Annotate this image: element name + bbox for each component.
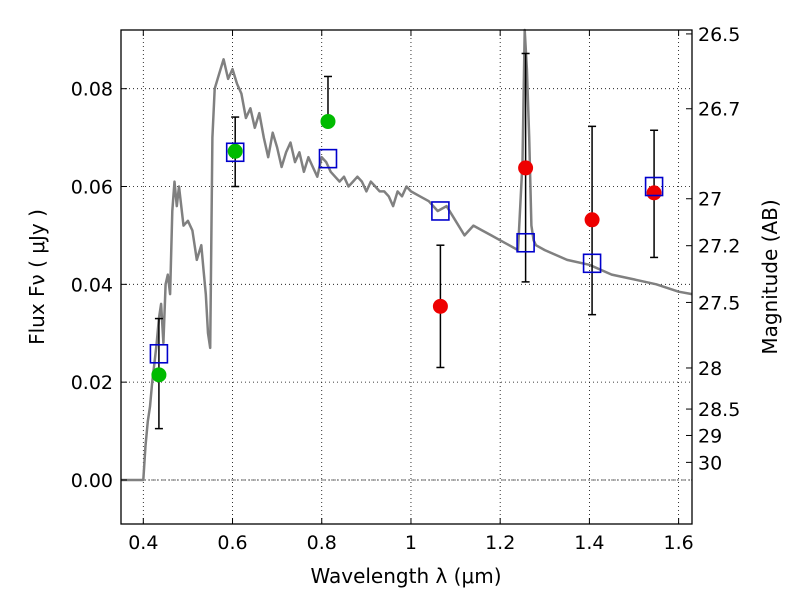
x-tick-label: 1.6	[664, 532, 694, 554]
photometry-point	[584, 212, 600, 228]
x-tick-label: 1.2	[485, 532, 515, 554]
magnitude-tick-label: 29	[698, 425, 722, 447]
y2-axis-label: Magnitude (AB)	[758, 199, 782, 354]
model-point	[582, 253, 602, 274]
y-tick-label: 0.00	[71, 470, 113, 492]
y-tick-label: 0.02	[71, 372, 113, 394]
y-ticks: 0.00 0.02 0.04 0.06 0.08	[71, 79, 127, 492]
photometry-point	[432, 298, 448, 314]
x-tick-label: 0.4	[128, 532, 158, 554]
magnitude-tick-label: 26.7	[698, 99, 740, 121]
model-point	[431, 201, 450, 221]
magnitude-tick-label: 27.5	[698, 292, 740, 314]
y-axis-label: Flux Fν ( μJy )	[25, 209, 49, 345]
x-tick-label: 0.8	[307, 532, 337, 554]
y-tick-label: 0.04	[71, 274, 113, 296]
spectrum-line	[121, 28, 693, 482]
y-tick-label: 0.08	[71, 79, 113, 101]
x-ticks: 0.4 0.6 0.8 1 1.2 1.4 1.6	[128, 30, 694, 554]
plot-frame	[120, 29, 693, 525]
x-tick-label: 1	[405, 532, 417, 554]
x-tick-label: 1.4	[574, 532, 604, 554]
magnitude-ticks: 26.5 26.7 27 27.2 27.5 28 28.5 29 30	[686, 24, 740, 474]
data-points	[149, 52, 664, 430]
photometry-point	[646, 185, 662, 201]
model-point	[644, 176, 664, 197]
model-point	[149, 343, 169, 364]
magnitude-tick-label: 28.5	[698, 399, 740, 421]
photometry-point	[320, 113, 336, 129]
magnitude-tick-label: 26.5	[698, 24, 740, 46]
gridlines	[121, 30, 692, 524]
model-spectrum	[121, 28, 693, 482]
photometry-point	[151, 367, 167, 383]
magnitude-tick-label: 30	[698, 452, 722, 474]
model-point	[516, 232, 535, 253]
x-axis-label: Wavelength λ (μm)	[310, 564, 501, 588]
model-point	[318, 148, 338, 169]
y-tick-label: 0.06	[71, 177, 113, 199]
magnitude-tick-label: 28	[698, 358, 722, 380]
model-point	[225, 142, 245, 163]
magnitude-tick-label: 27	[698, 189, 722, 211]
photometry-point	[518, 160, 534, 176]
magnitude-tick-label: 27.2	[698, 236, 740, 258]
x-tick-label: 0.6	[217, 532, 247, 554]
photometry-point	[227, 143, 243, 159]
